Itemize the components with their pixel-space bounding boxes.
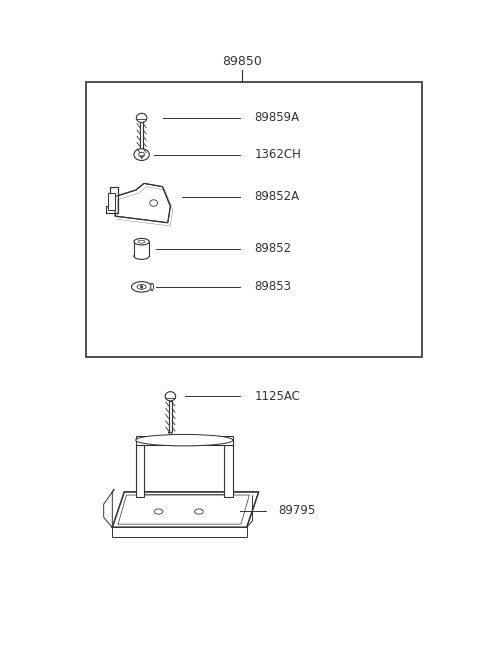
FancyBboxPatch shape	[140, 122, 143, 154]
Polygon shape	[134, 242, 149, 256]
Ellipse shape	[138, 240, 145, 243]
Ellipse shape	[134, 238, 149, 245]
Ellipse shape	[136, 434, 233, 446]
Polygon shape	[104, 489, 114, 530]
Text: 89852: 89852	[254, 242, 291, 255]
Ellipse shape	[136, 113, 147, 122]
Text: 89852A: 89852A	[254, 190, 300, 203]
Text: 1125AC: 1125AC	[254, 390, 300, 403]
Text: 89795: 89795	[278, 504, 316, 517]
Ellipse shape	[140, 286, 143, 288]
Ellipse shape	[155, 509, 163, 514]
Polygon shape	[106, 187, 118, 213]
Polygon shape	[136, 445, 144, 497]
Ellipse shape	[195, 509, 203, 514]
Ellipse shape	[151, 283, 154, 291]
Polygon shape	[169, 432, 172, 437]
Polygon shape	[224, 445, 233, 497]
Polygon shape	[112, 492, 259, 527]
Ellipse shape	[150, 200, 157, 206]
Text: 1362CH: 1362CH	[254, 148, 301, 161]
FancyBboxPatch shape	[108, 193, 115, 210]
Polygon shape	[112, 527, 247, 537]
Text: 89850: 89850	[222, 55, 263, 68]
Ellipse shape	[134, 253, 149, 259]
Text: 89853: 89853	[254, 280, 291, 293]
Ellipse shape	[134, 149, 149, 160]
Ellipse shape	[139, 153, 144, 157]
Polygon shape	[115, 183, 170, 223]
Ellipse shape	[132, 282, 152, 292]
Ellipse shape	[165, 392, 176, 401]
Polygon shape	[136, 436, 233, 445]
Polygon shape	[140, 154, 143, 159]
Ellipse shape	[137, 284, 146, 290]
FancyBboxPatch shape	[86, 82, 422, 357]
FancyBboxPatch shape	[169, 401, 172, 432]
Text: 89859A: 89859A	[254, 111, 300, 124]
